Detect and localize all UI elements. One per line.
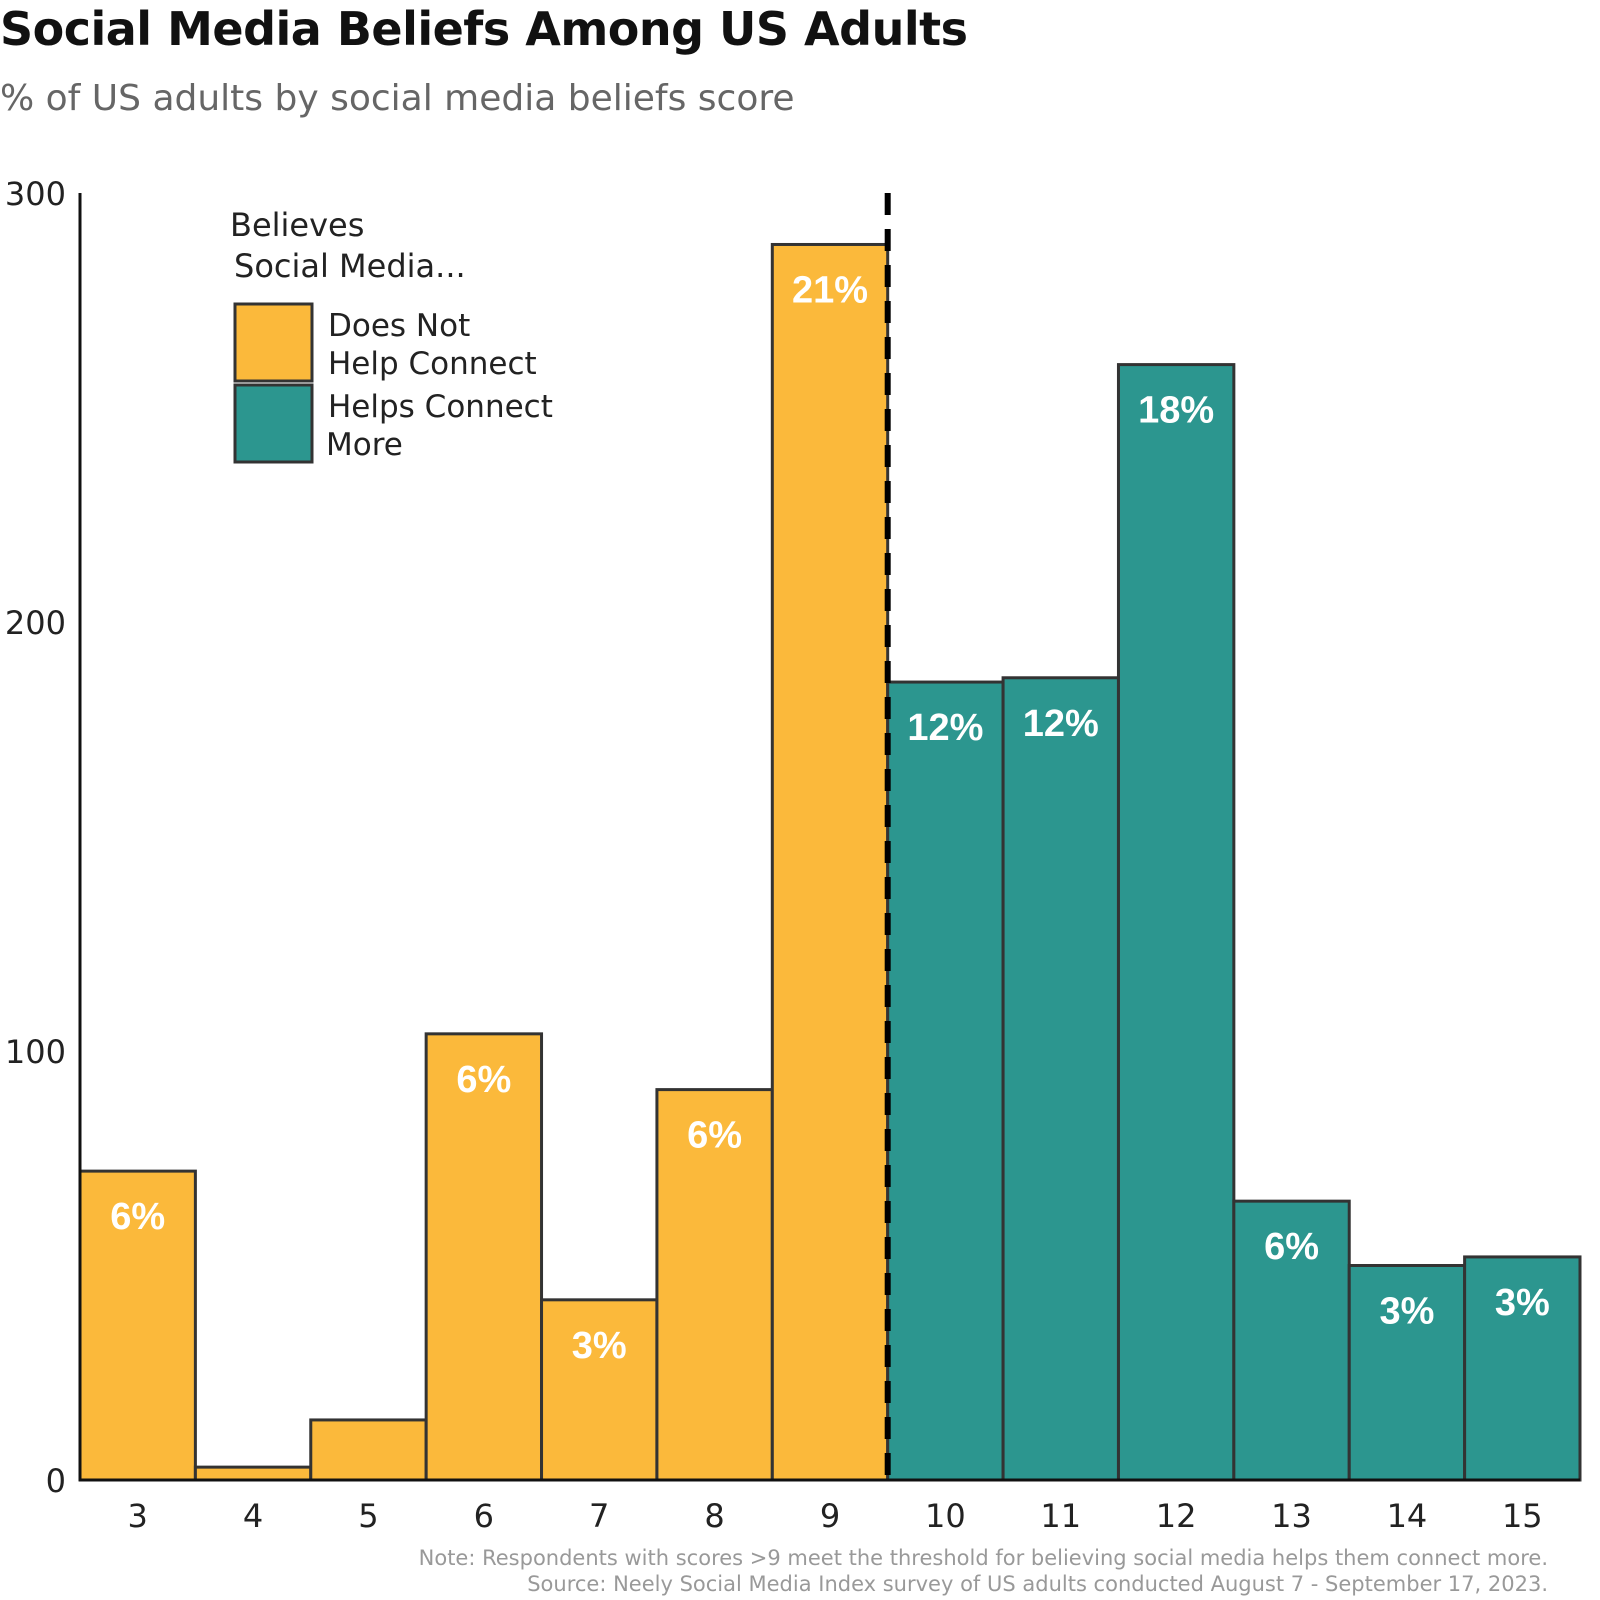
legend-swatch-1 — [233, 302, 314, 383]
x-tick-label-6: 6 — [474, 1497, 494, 1535]
legend-label-1-line-1: Does Not — [328, 308, 470, 344]
legend-label-1-line-2: Help Connect — [328, 346, 537, 382]
bar-score-11 — [1001, 676, 1120, 1482]
x-tick-label-14: 14 — [1387, 1497, 1428, 1535]
bar-label-score-11: 12% — [1023, 703, 1099, 745]
histogram-chart: 6% 6% 3% 6% 21% 12% 12% 18% 6% 3% 3% 0 100 200 300 3 4 5… — [5, 175, 1582, 1535]
bar-labels-group: 6% 6% 3% 6% 21% 12% 12% 18% 6% 3% 3% — [110, 269, 1550, 1366]
bar-label-score-15: 3% — [1495, 1282, 1550, 1324]
bars-group — [78, 242, 1582, 1482]
y-tick-label-300: 300 — [5, 175, 66, 213]
bar-score-12 — [1116, 363, 1236, 1482]
bar-label-score-9: 21% — [792, 269, 868, 311]
x-tick-label-3: 3 — [128, 1497, 148, 1535]
bar-label-score-6: 6% — [456, 1059, 511, 1101]
bar-score-10 — [886, 680, 1005, 1482]
bar-score-4 — [193, 1465, 313, 1482]
legend-label-2-line-1: Helps Connect — [328, 389, 553, 425]
bar-label-score-14: 3% — [1379, 1291, 1434, 1333]
bar-score-9 — [770, 242, 890, 1482]
chart-title: Social Media Beliefs Among US Adults — [0, 2, 968, 56]
note-text: Note: Respondents with scores >9 meet th… — [418, 1546, 1548, 1570]
source-text: Source: Neely Social Media Index survey … — [527, 1572, 1548, 1596]
bar-label-score-12: 18% — [1138, 390, 1214, 432]
bar-score-14 — [1347, 1264, 1467, 1482]
legend-swatch-2 — [233, 383, 314, 464]
x-tick-label-11: 11 — [1040, 1497, 1081, 1535]
x-tick-label-10: 10 — [925, 1497, 966, 1535]
x-tick-label-9: 9 — [820, 1497, 840, 1535]
legend-label-2-line-2: More — [326, 427, 403, 463]
bar-score-5 — [309, 1418, 428, 1482]
bar-label-score-10: 12% — [907, 707, 983, 749]
bar-label-score-7: 3% — [572, 1325, 627, 1367]
x-tick-label-8: 8 — [704, 1497, 724, 1535]
axes-group: 0 100 200 300 3 4 5 6 7 8 9 10 11 12 13 14 15 — [5, 175, 1580, 1535]
bar-label-score-8: 6% — [687, 1115, 742, 1157]
footnotes: Note: Respondents with scores >9 meet th… — [419, 1545, 1548, 1597]
y-tick-label-200: 200 — [5, 604, 66, 642]
legend-title-line-1: Believes — [230, 206, 364, 244]
y-tick-label-100: 100 — [5, 1033, 66, 1071]
x-tick-label-13: 13 — [1271, 1497, 1312, 1535]
x-tick-label-15: 15 — [1502, 1497, 1543, 1535]
bar-label-score-3: 6% — [110, 1196, 165, 1238]
legend-title-line-2: Social Media... — [234, 247, 466, 285]
x-tick-label-5: 5 — [358, 1497, 378, 1535]
chart-subtitle: % of US adults by social media beliefs s… — [0, 78, 795, 119]
x-tick-label-12: 12 — [1156, 1497, 1197, 1535]
x-tick-label-7: 7 — [589, 1497, 609, 1535]
x-tick-label-4: 4 — [243, 1497, 263, 1535]
y-tick-label-0: 0 — [46, 1462, 66, 1500]
bar-label-score-13: 6% — [1264, 1226, 1319, 1268]
bar-score-15 — [1463, 1255, 1582, 1482]
